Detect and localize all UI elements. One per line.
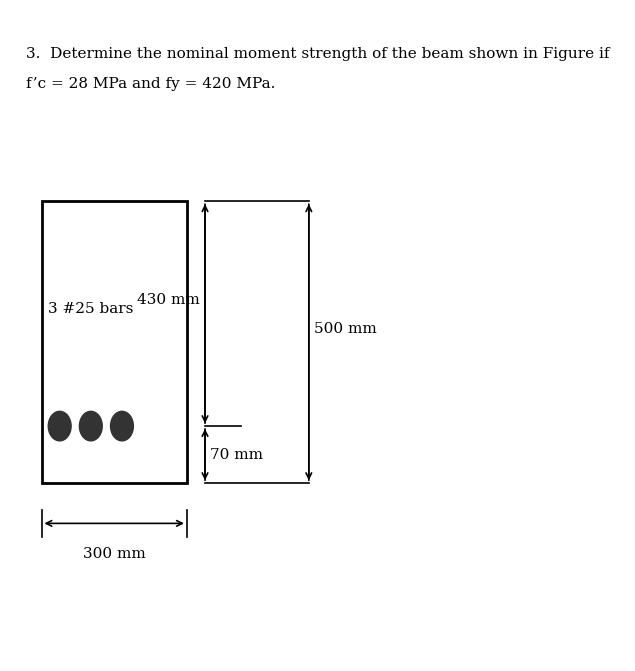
Text: 500 mm: 500 mm (314, 322, 377, 336)
Text: 3.  Determine the nominal moment strength of the beam shown in Figure if: 3. Determine the nominal moment strength… (26, 47, 610, 61)
Circle shape (48, 411, 71, 441)
Bar (41, 201, 187, 483)
Text: 3 #25 bars: 3 #25 bars (48, 302, 133, 315)
Text: 300 mm: 300 mm (83, 547, 145, 561)
Text: f’c = 28 MPa and fy = 420 MPa.: f’c = 28 MPa and fy = 420 MPa. (26, 77, 276, 91)
Circle shape (79, 411, 102, 441)
Circle shape (110, 411, 133, 441)
Text: 70 mm: 70 mm (210, 448, 263, 462)
Text: 430 mm: 430 mm (137, 293, 200, 307)
